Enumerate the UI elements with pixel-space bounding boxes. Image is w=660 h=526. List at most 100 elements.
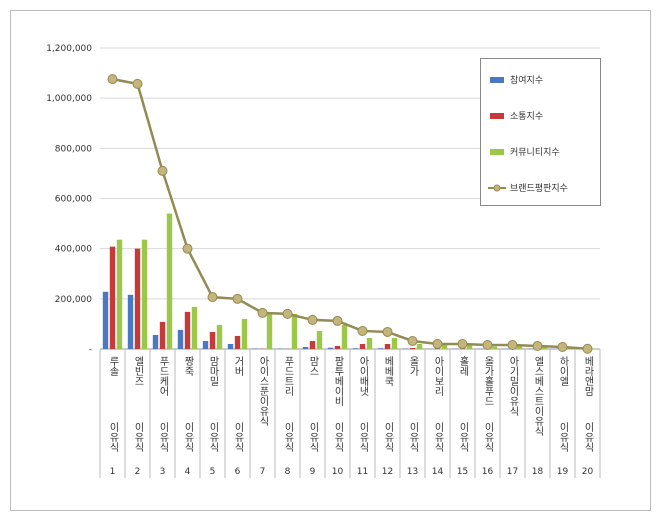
x-sub-label: 이유식 <box>207 422 219 452</box>
rank-label: 18 <box>532 467 544 477</box>
bar <box>328 348 333 349</box>
x-sub-label: 이유식 <box>582 422 594 452</box>
bar <box>303 347 308 349</box>
rank-label: 3 <box>160 467 166 477</box>
rank-label: 13 <box>407 467 418 477</box>
marker <box>283 309 292 318</box>
x-tick-label: 푸드트리 <box>282 356 294 397</box>
bar <box>142 240 147 349</box>
bar <box>228 344 233 349</box>
bar <box>103 292 108 349</box>
marker <box>383 327 392 336</box>
bar <box>135 249 140 349</box>
y-tick-label: 800,000 <box>55 144 92 154</box>
x-sub-label: 이유식 <box>182 422 194 452</box>
bar <box>335 346 340 349</box>
x-tick-label: 아기밀이유식 <box>507 356 519 416</box>
x-sub-label: 이유식 <box>432 422 444 452</box>
rank-label: 17 <box>507 467 518 477</box>
bar <box>160 322 165 349</box>
bar <box>492 346 497 349</box>
bar <box>417 344 422 349</box>
x-tick-label: 아이배냇 <box>357 356 369 397</box>
bar <box>292 314 297 349</box>
rank-label: 6 <box>235 467 241 477</box>
marker <box>483 340 492 349</box>
x-sub-label: 이유식 <box>457 422 469 452</box>
legend-label: 브랜드평판지수 <box>510 183 568 194</box>
bar <box>310 341 315 349</box>
bar <box>442 345 447 349</box>
bar <box>210 332 215 349</box>
marker <box>108 75 117 84</box>
marker <box>133 79 142 88</box>
x-sub-label: 이유식 <box>132 422 144 452</box>
rank-label: 15 <box>457 467 468 477</box>
x-sub-label: 이유식 <box>282 422 294 452</box>
x-tick-label: 맘마밀 <box>207 356 219 386</box>
bar <box>385 344 390 349</box>
legend-label: 소통지수 <box>510 111 543 122</box>
bar <box>110 247 115 349</box>
marker <box>508 340 517 349</box>
bar <box>342 325 347 349</box>
x-sub-label: 이유식 <box>382 422 394 452</box>
bar <box>392 338 397 349</box>
y-tick-label: 1,000,000 <box>46 94 92 104</box>
legend-icon <box>494 185 500 191</box>
x-sub-label: 이유식 <box>357 422 369 452</box>
bar <box>253 348 258 349</box>
bar <box>242 319 247 349</box>
marker <box>333 316 342 325</box>
marker <box>233 294 242 303</box>
rank-label: 7 <box>260 467 266 477</box>
rank-label: 8 <box>285 467 291 477</box>
x-tick-label: 푸드케어 <box>157 356 169 397</box>
bar <box>267 314 272 349</box>
marker <box>583 344 592 353</box>
bar <box>185 312 190 349</box>
marker <box>358 326 367 335</box>
x-sub-label: 이유식 <box>482 422 494 452</box>
x-tick-label: 엘스베스트이유식 <box>532 355 544 436</box>
marker <box>433 339 442 348</box>
legend-icon <box>490 113 504 119</box>
x-tick-label: 베베쿡 <box>382 356 394 387</box>
bar <box>217 325 222 349</box>
x-tick-label: 아이스푼이유식 <box>257 356 269 426</box>
x-tick-label: 홀레 <box>457 355 469 377</box>
bar <box>203 341 208 349</box>
marker <box>533 341 542 350</box>
x-tick-label: 맘스 <box>307 356 319 376</box>
x-tick-label: 팜투베이비 <box>332 356 344 407</box>
y-tick-label: 600,000 <box>55 195 92 205</box>
legend-icon <box>490 149 504 155</box>
rank-label: 19 <box>557 467 569 477</box>
legend-label: 커뮤니티지수 <box>510 147 560 158</box>
x-sub-label: 이유식 <box>307 422 319 452</box>
bar <box>153 335 158 349</box>
x-tick-label: 베라앤맘 <box>582 356 594 396</box>
x-tick-label: 아이보리 <box>432 356 444 397</box>
bar <box>178 330 183 349</box>
bar <box>353 348 358 349</box>
bar <box>117 240 122 349</box>
marker <box>158 166 167 175</box>
x-tick-label: 올가홀푸드 <box>482 356 494 406</box>
x-sub-label: 이유식 <box>157 422 169 452</box>
x-tick-label: 올가 <box>407 356 419 377</box>
rank-label: 1 <box>110 467 116 477</box>
x-sub-label: 이유식 <box>232 422 244 452</box>
rank-label: 10 <box>332 467 344 477</box>
rank-label: 5 <box>210 467 216 477</box>
x-tick-label: 루솔 <box>107 356 119 376</box>
y-tick-label: 200,000 <box>55 295 92 305</box>
bar <box>167 214 172 349</box>
marker <box>308 315 317 324</box>
rank-label: 9 <box>310 467 316 477</box>
x-sub-label: 이유식 <box>557 422 569 452</box>
bar <box>403 348 408 349</box>
bar <box>192 307 197 349</box>
bar <box>128 295 133 349</box>
